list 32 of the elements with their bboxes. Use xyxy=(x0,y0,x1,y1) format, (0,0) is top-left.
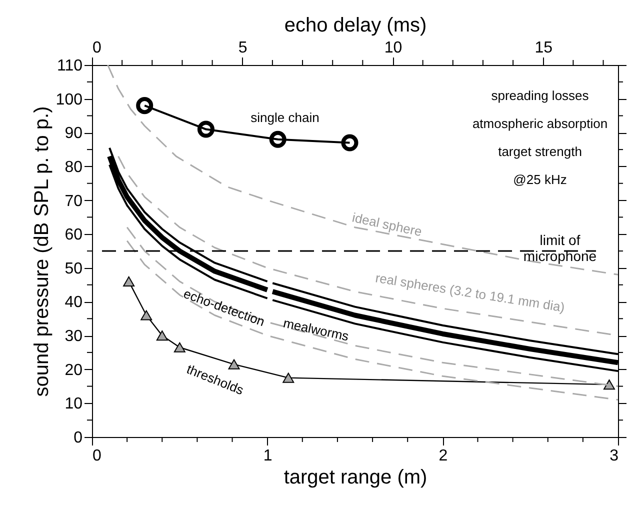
x-axis-title: target range (m) xyxy=(284,466,428,488)
x-tick-label: 1 xyxy=(263,448,272,464)
x-tick-label: 3 xyxy=(610,448,619,464)
x2-tick-label: 15 xyxy=(534,40,553,56)
y-tick-label: 10 xyxy=(64,396,83,413)
y-tick-label: 100 xyxy=(56,91,83,108)
x-tick-label: 2 xyxy=(438,448,448,464)
x2-tick-label: 10 xyxy=(384,40,402,56)
annotation: mealworms xyxy=(282,315,351,344)
x2-tick-label: 5 xyxy=(238,40,248,56)
y-tick-label: 60 xyxy=(64,226,83,244)
annotation: single chain xyxy=(250,110,320,125)
annotation: spreading losses xyxy=(491,88,590,103)
y-tick-label: 50 xyxy=(64,260,83,278)
y-axis-title: sound pressure (dB SPL p. to p.) xyxy=(30,106,53,397)
annotation: @25 kHz xyxy=(513,172,567,187)
y-tick-label: 20 xyxy=(64,362,83,379)
x-tick-label: 0 xyxy=(92,448,102,464)
annotation: ideal sphere xyxy=(350,210,424,240)
y-tick-label: 70 xyxy=(64,192,83,210)
y-tick-label: 0 xyxy=(74,430,83,446)
x2-tick-label: 0 xyxy=(92,40,102,56)
annotation: real spheres (3.2 to 19.1 mm dia) xyxy=(374,270,566,315)
y-tick-label: 40 xyxy=(64,294,83,312)
annotation: atmospheric absorption xyxy=(472,116,608,131)
ref-line-label: limit of microphone xyxy=(523,232,597,264)
y-tick-label: 90 xyxy=(64,125,83,142)
y-tick-label: 30 xyxy=(64,328,83,346)
y-tick-label: 110 xyxy=(56,58,83,74)
x2-axis-title: echo delay (ms) xyxy=(284,14,427,36)
annotation: target strength xyxy=(498,144,582,159)
y-tick-label: 80 xyxy=(64,158,83,176)
